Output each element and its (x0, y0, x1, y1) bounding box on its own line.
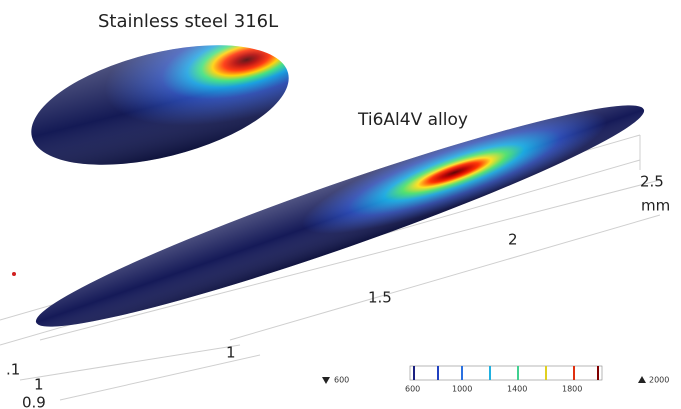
axis-tick-label: 1 (226, 344, 236, 362)
steel-melt-pool (19, 23, 300, 188)
colorbar-tick-label: 1800 (562, 385, 582, 394)
steel-label: Stainless steel 316L (98, 11, 278, 32)
axis-tick-label: .1 (6, 361, 20, 379)
colorbar: 600 600 1000 1400 1800 2000 (322, 366, 669, 394)
colorbar-tick-label: 1000 (452, 385, 472, 394)
max-marker (638, 376, 646, 383)
colorbar-min: 600 (334, 376, 349, 385)
figure: Stainless steel 316L Ti6Al4V alloy 2.5 m… (0, 0, 681, 409)
colorbar-tick-label: 1400 (507, 385, 527, 394)
grid-box (0, 135, 660, 400)
melt-pool-shading (19, 23, 300, 188)
min-marker (322, 377, 330, 384)
marker (12, 272, 16, 276)
axis-tick-label: 1 (34, 376, 44, 394)
colorbar-max: 2000 (649, 376, 669, 385)
grid-line (0, 135, 660, 400)
titanium-label: Ti6Al4V alloy (357, 110, 468, 130)
colorbar-tick-label: 600 (405, 385, 420, 394)
axis-tick-label: 2.5 (640, 173, 664, 191)
axis-tick-label: 1.5 (368, 289, 392, 307)
axis-tick-label: 0.9 (22, 394, 46, 409)
axis-unit: mm (641, 197, 670, 215)
axis-tick-label: 2 (508, 231, 518, 249)
